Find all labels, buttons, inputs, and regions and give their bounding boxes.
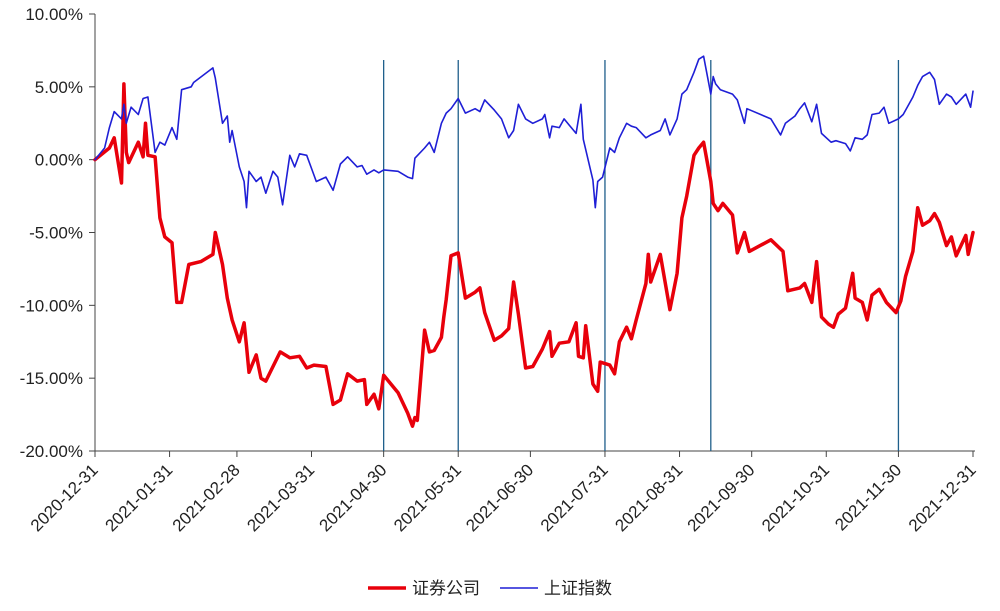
x-tick-label: 2021-03-31 <box>243 460 318 535</box>
series-line-1 <box>93 82 975 428</box>
y-tick-label: 10.00% <box>25 5 83 24</box>
series-lines <box>93 55 975 428</box>
legend-label: 证券公司 <box>412 579 480 599</box>
series-line-2 <box>94 55 974 209</box>
x-tick-label: 2021-11-30 <box>831 460 905 534</box>
x-tick-label: 2021-07-31 <box>537 460 612 535</box>
y-tick-label: -10.00% <box>20 296 83 315</box>
x-tick-label: 2021-05-31 <box>390 460 465 535</box>
axes: 10.00% 5.00% 0.00% -5.00% -10.00% -15.00% -20.… <box>20 5 980 535</box>
x-tick-label: 2021-01-31 <box>101 460 176 535</box>
x-tick-label: 2021-08-31 <box>611 460 686 535</box>
legend: 证券公司 上证指数 <box>368 579 612 599</box>
x-tick-label: 2021-09-30 <box>684 460 759 535</box>
vertical-markers <box>383 60 900 451</box>
y-tick-label: -20.00% <box>20 442 83 461</box>
y-tick-label: 5.00% <box>35 78 83 97</box>
x-tick-label: 2021-12-31 <box>905 460 980 535</box>
x-tick-label: 2021-10-31 <box>758 460 833 535</box>
x-tick-label: 2021-04-30 <box>316 460 391 535</box>
y-tick-label: 0.00% <box>35 151 83 170</box>
y-tick-label: -15.00% <box>20 369 83 388</box>
x-tick-label: 2021-02-28 <box>169 460 244 535</box>
legend-label: 上证指数 <box>544 579 612 599</box>
x-tick-label: 2020-12-31 <box>27 460 102 535</box>
y-tick-label: -5.00% <box>29 224 83 243</box>
x-tick-label: 2021-06-30 <box>462 460 537 535</box>
